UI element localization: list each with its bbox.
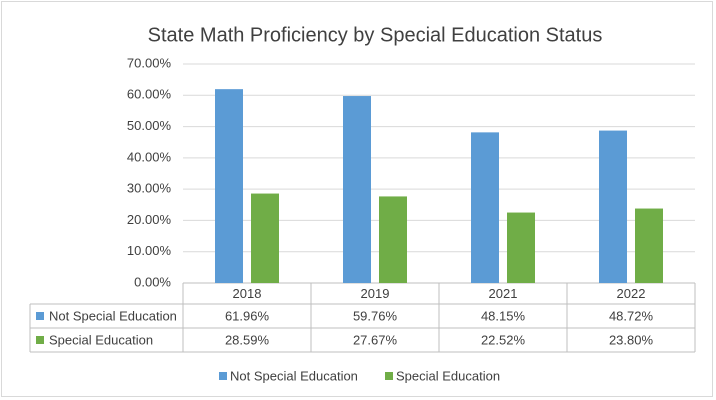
bar (251, 193, 279, 283)
y-tick-label: 30.00% (127, 181, 172, 196)
y-tick-label: 70.00% (127, 55, 172, 70)
y-tick-label: 20.00% (127, 212, 172, 227)
bar (215, 89, 243, 283)
bar (599, 130, 627, 283)
legend-key (385, 372, 393, 380)
legend-label: Special Education (396, 368, 500, 383)
table-legend-key (36, 312, 44, 320)
table-value: 22.52% (481, 332, 526, 347)
x-tick-label: 2019 (361, 286, 390, 301)
table-value: 61.96% (225, 308, 270, 323)
table-legend-label: Not Special Education (49, 308, 177, 323)
y-tick-label: 10.00% (127, 243, 172, 258)
y-tick-label: 50.00% (127, 118, 172, 133)
bar (635, 208, 663, 283)
x-tick-label: 2018 (233, 286, 262, 301)
y-tick-label: 0.00% (134, 274, 171, 289)
table-value: 48.15% (481, 308, 526, 323)
table-legend-label: Special Education (49, 332, 153, 347)
table-legend-key (36, 336, 44, 344)
table-value: 28.59% (225, 332, 270, 347)
x-tick-label: 2021 (489, 286, 518, 301)
y-tick-label: 60.00% (127, 87, 172, 102)
bar (379, 196, 407, 283)
table-value: 27.67% (353, 332, 398, 347)
chart-title: State Math Proficiency by Special Educat… (148, 24, 603, 46)
x-tick-label: 2022 (617, 286, 646, 301)
table-value: 59.76% (353, 308, 398, 323)
bar (471, 132, 499, 283)
bar (343, 96, 371, 284)
bar (507, 212, 535, 283)
table-value: 48.72% (609, 308, 654, 323)
legend-label: Not Special Education (230, 368, 358, 383)
table-value: 23.80% (609, 332, 654, 347)
legend-key (219, 372, 227, 380)
y-tick-label: 40.00% (127, 149, 172, 164)
